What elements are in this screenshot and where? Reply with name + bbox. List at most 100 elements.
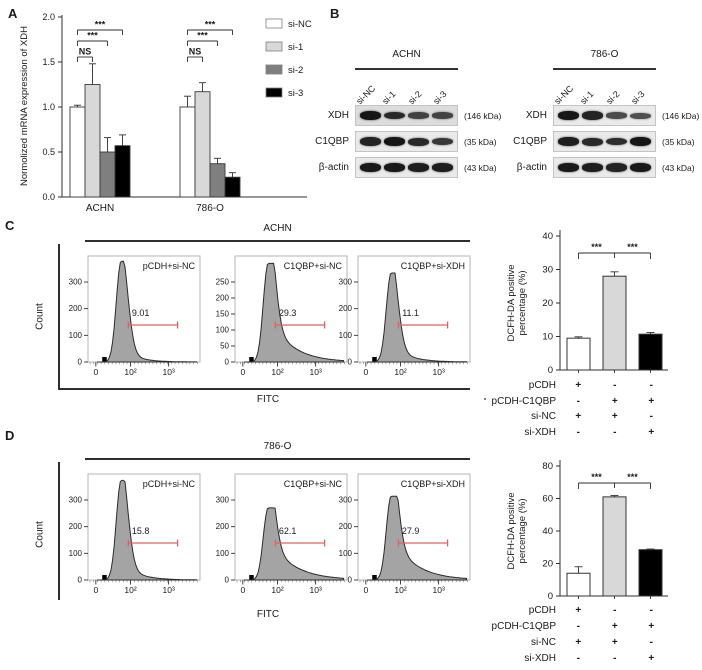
condition-value: - [613, 604, 617, 616]
panel-c-label: C [5, 218, 15, 233]
significance-label: *** [627, 242, 638, 252]
condition-label: si-NC [531, 636, 556, 648]
protein-label: β-actin [318, 162, 349, 173]
condition-value: - [613, 380, 617, 392]
panel-b-label: B [330, 6, 340, 21]
flow-histogram: 0 100 200 300 0 10² 10³ 62.1 C1QBP+si-NC [216, 473, 348, 595]
y-tick-label: 0.5 [42, 147, 55, 157]
bar-pCDH-C1QBP+si-NC [602, 275, 627, 371]
y-tick-label: 100 [216, 549, 230, 558]
protein-band [630, 163, 652, 172]
blot-box [553, 105, 656, 126]
protein-band [383, 137, 405, 146]
y-tick-label: 0 [225, 576, 230, 585]
x-tick-label: 10³ [432, 367, 444, 377]
y-tick-label: 0.0 [42, 192, 55, 202]
western-blot-panel: ACHN si-NC si-1 si-2 si-3 XDH (146 kDa) C1QBP (3… [0, 0, 702, 200]
y-axis-title: Normolized mRNA expression of XDH [19, 26, 30, 186]
significance-label: *** [205, 20, 216, 30]
y-tick-label: 300 [69, 278, 83, 287]
protein-band [432, 137, 454, 146]
y-tick-label: 60 [542, 494, 553, 505]
condition-label: si-NC [531, 411, 556, 423]
condition-value: + [575, 411, 582, 423]
x-tick-label: 10² [124, 585, 136, 595]
size-label: (43 kDa) [662, 163, 695, 173]
histogram-title: C1QBP+si-NC [284, 479, 343, 489]
y-tick-label: 100 [69, 331, 83, 340]
x-tick-label: 10² [394, 585, 406, 595]
x-tick-label: 10³ [432, 585, 444, 595]
condition-label: pCDH [528, 380, 556, 392]
protein-band [359, 163, 381, 172]
protein-band [630, 137, 652, 146]
significance-label: *** [197, 31, 208, 41]
x-tick-label: 0 [363, 585, 368, 595]
x-tick-label: 0 [240, 585, 245, 595]
protein-band [606, 137, 628, 146]
condition-value: - [576, 652, 580, 664]
protein-band [606, 163, 628, 172]
protein-band [557, 137, 579, 146]
xdh-mrna-bar-chart: 0.0 0.5 1.0 1.5 2.0 Normolized mRNA expressio… [19, 12, 312, 214]
y-tick-label: 200 [339, 304, 353, 313]
x-tick-label: 10³ [309, 367, 321, 377]
histogram-title: C1QBP+si-NC [284, 261, 343, 271]
condition-row: si-NC + + - [436, 634, 681, 650]
flow-row-title: 786-O [263, 441, 292, 452]
histogram-peak [97, 260, 198, 363]
condition-label: pCDH [528, 604, 556, 616]
y-tick-label: 0 [348, 576, 353, 585]
y-tick-label: 20 [542, 298, 553, 309]
protein-label: C1QBP [513, 136, 547, 147]
condition-row: si-XDH - - + [436, 650, 681, 666]
size-label: (35 kDa) [464, 137, 497, 147]
y-axis-title: DCFH-DA positivepercentage (%) [506, 264, 528, 341]
y-tick-label: 1.0 [42, 102, 55, 112]
786o-condition-table: pCDH + - - pCDH-C1QBP - + + si-NC + + - si-XDH - - + [436, 602, 681, 666]
condition-value: + [648, 620, 655, 632]
histogram-peak [244, 507, 345, 581]
legend-swatch [265, 87, 283, 98]
size-label: (146 kDa) [464, 111, 502, 121]
title-underline [85, 240, 470, 242]
condition-value: + [611, 620, 618, 632]
legend-swatch [265, 64, 283, 75]
lane-label: si-NC [354, 83, 378, 107]
flow-histogram: 0 100 200 300 0 10² 10³ 15.8 pCDH+si-NC [69, 473, 201, 595]
achn-flow-cytometry-row: ACHN Count 0 100 200 300 0 10² 10³ 9.01 pCDH+si-NC… [0, 210, 500, 415]
blot-box [355, 131, 458, 152]
y-tick-label: 300 [216, 496, 230, 505]
protein-band [383, 163, 405, 172]
significance-label: *** [591, 472, 602, 482]
histogram-peak [367, 495, 468, 581]
protein-band [359, 111, 381, 120]
condition-label: pCDH-C1QBP [491, 395, 556, 407]
protein-band [359, 137, 381, 146]
histogram-title: C1QBP+si-XDH [401, 261, 465, 271]
condition-value: + [648, 652, 655, 664]
condition-value: - [613, 652, 617, 664]
histogram-title: pCDH+si-NC [143, 479, 196, 489]
y-tick-label: 0 [78, 358, 83, 367]
size-label: (43 kDa) [464, 163, 497, 173]
blot-box [355, 157, 458, 178]
y-tick-label: 2.0 [42, 12, 55, 22]
y-tick-label: 40 [542, 231, 553, 242]
condition-value: - [613, 426, 617, 438]
legend-label: si-1 [288, 42, 303, 53]
condition-label: pCDH-C1QBP [491, 620, 556, 632]
y-tick-label: 0 [225, 358, 230, 367]
size-label: (35 kDa) [662, 137, 695, 147]
panel-d-label: D [5, 428, 15, 443]
y-tick-label: 30 [542, 265, 553, 276]
condition-row: pCDH + - - [436, 602, 681, 618]
y-tick-label: 80 [542, 461, 553, 472]
y-tick-label: 200 [339, 522, 353, 531]
condition-value: + [575, 636, 582, 648]
protein-band [383, 111, 405, 120]
bar-pCDH+si-NC [566, 572, 591, 597]
y-tick-label: 100 [216, 326, 230, 335]
y-tick-label: 200 [69, 522, 83, 531]
condition-label: si-XDH [524, 652, 556, 664]
